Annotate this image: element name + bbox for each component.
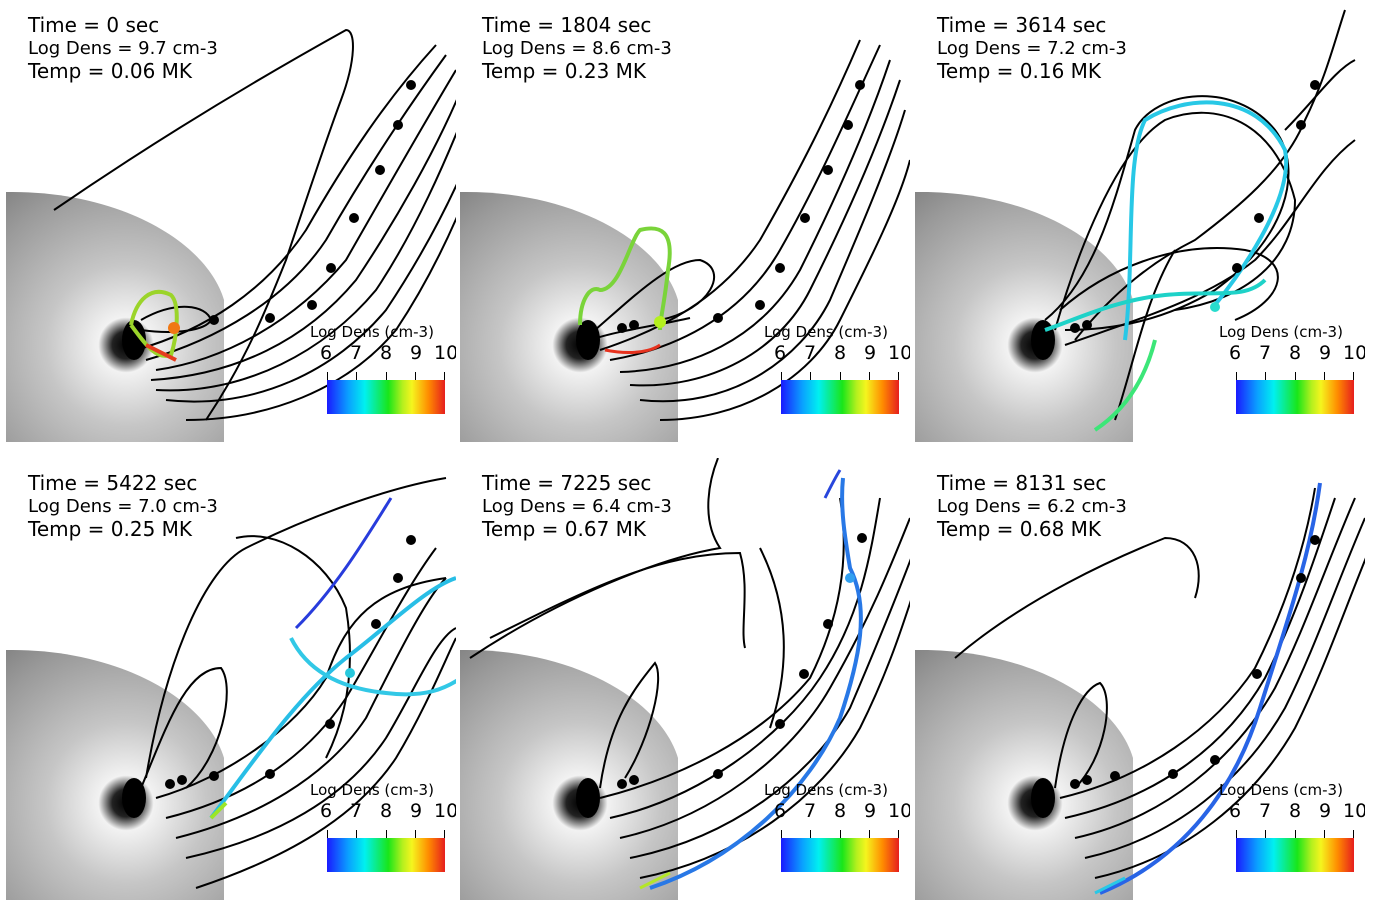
density-label: Log Dens = 7.2 cm-3	[937, 38, 1127, 59]
colorbar-legend: Log Dens (cm-3) 6 7 8 9 10	[1215, 778, 1365, 888]
legend-tick: 6	[1229, 342, 1242, 364]
legend-tick: 8	[834, 342, 847, 364]
legend-title: Log Dens (cm-3)	[764, 781, 888, 799]
panel-info: Time = 7225 sec Log Dens = 6.4 cm-3 Temp…	[482, 472, 672, 541]
colorbar	[781, 838, 899, 872]
legend-tick: 10	[1343, 800, 1365, 822]
colorbar-legend: Log Dens (cm-3) 6 7 8 9 10	[1215, 320, 1365, 430]
legend-tick: 7	[350, 800, 363, 822]
panel-info: Time = 3614 sec Log Dens = 7.2 cm-3 Temp…	[937, 14, 1127, 83]
legend-tick: 6	[320, 800, 333, 822]
legend-tick: 9	[1319, 800, 1332, 822]
time-label: Time = 5422 sec	[28, 471, 198, 495]
temperature-label: Temp = 0.25 MK	[28, 517, 193, 541]
magnetic-field-visualization	[460, 39, 910, 442]
time-label: Time = 3614 sec	[937, 13, 1107, 37]
colorbar-legend: Log Dens (cm-3) 6 7 8 9 10	[306, 778, 456, 888]
legend-tick: 8	[834, 800, 847, 822]
legend-tick: 9	[1319, 342, 1332, 364]
legend-tick: 10	[434, 800, 456, 822]
magnetic-field-visualization	[6, 477, 456, 900]
colorbar	[1236, 838, 1354, 872]
temperature-label: Temp = 0.06 MK	[28, 59, 193, 83]
colorbar-legend: Log Dens (cm-3) 6 7 8 9 10	[760, 320, 910, 430]
colorbar	[1236, 380, 1354, 414]
panel-3: Time = 3614 sec Log Dens = 7.2 cm-3 Temp…	[915, 0, 1365, 442]
magnetic-field-visualization	[915, 9, 1356, 442]
legend-tick: 10	[888, 800, 910, 822]
density-label: Log Dens = 7.0 cm-3	[28, 496, 218, 517]
time-label: Time = 8131 sec	[937, 471, 1107, 495]
legend-tick: 8	[1289, 342, 1302, 364]
panel-info: Time = 5422 sec Log Dens = 7.0 cm-3 Temp…	[28, 472, 218, 541]
density-label: Log Dens = 6.2 cm-3	[937, 496, 1127, 517]
temperature-label: Temp = 0.67 MK	[482, 517, 647, 541]
panel-info: Time = 8131 sec Log Dens = 6.2 cm-3 Temp…	[937, 472, 1127, 541]
temperature-label: Temp = 0.68 MK	[937, 517, 1102, 541]
legend-tick: 10	[888, 342, 910, 364]
panel-1: Time = 0 sec Log Dens = 9.7 cm-3 Temp = …	[6, 0, 456, 442]
field-line-markers	[209, 80, 416, 325]
time-label: Time = 1804 sec	[482, 13, 652, 37]
legend-tick: 10	[1343, 342, 1365, 364]
legend-tick: 7	[804, 800, 817, 822]
legend-title: Log Dens (cm-3)	[764, 323, 888, 341]
legend-tick: 6	[774, 800, 787, 822]
colorbar-legend: Log Dens (cm-3) 6 7 8 9 10	[760, 778, 910, 888]
legend-tick: 7	[1259, 800, 1272, 822]
legend-tick: 6	[320, 342, 333, 364]
legend-title: Log Dens (cm-3)	[310, 781, 434, 799]
magnetic-field-visualization	[460, 458, 910, 900]
legend-tick: 9	[864, 800, 877, 822]
legend-tick: 8	[1289, 800, 1302, 822]
legend-title: Log Dens (cm-3)	[1219, 323, 1343, 341]
magnetic-field-visualization	[6, 28, 456, 442]
colorbar	[781, 380, 899, 414]
magnetic-field-visualization	[915, 482, 1365, 900]
colorbar-legend: Log Dens (cm-3) 6 7 8 9 10	[306, 320, 456, 430]
legend-tick: 9	[864, 342, 877, 364]
density-label: Log Dens = 9.7 cm-3	[28, 38, 218, 59]
panel-6: Time = 8131 sec Log Dens = 6.2 cm-3 Temp…	[915, 458, 1365, 900]
legend-tick: 6	[1229, 800, 1242, 822]
legend-tick: 8	[380, 342, 393, 364]
legend-tick: 9	[410, 342, 423, 364]
panel-4: Time = 5422 sec Log Dens = 7.0 cm-3 Temp…	[6, 458, 456, 900]
colorbar	[327, 380, 445, 414]
temperature-label: Temp = 0.16 MK	[937, 59, 1102, 83]
legend-title: Log Dens (cm-3)	[310, 323, 434, 341]
legend-tick: 7	[1259, 342, 1272, 364]
colorbar	[327, 838, 445, 872]
time-label: Time = 7225 sec	[482, 471, 652, 495]
legend-tick: 8	[380, 800, 393, 822]
panel-info: Time = 0 sec Log Dens = 9.7 cm-3 Temp = …	[28, 14, 218, 83]
time-label: Time = 0 sec	[28, 13, 160, 37]
legend-tick: 7	[350, 342, 363, 364]
panel-2: Time = 1804 sec Log Dens = 8.6 cm-3 Temp…	[460, 0, 910, 442]
temperature-label: Temp = 0.23 MK	[482, 59, 647, 83]
legend-title: Log Dens (cm-3)	[1219, 781, 1343, 799]
density-label: Log Dens = 8.6 cm-3	[482, 38, 672, 59]
density-label: Log Dens = 6.4 cm-3	[482, 496, 672, 517]
legend-tick: 6	[774, 342, 787, 364]
panel-5: Time = 7225 sec Log Dens = 6.4 cm-3 Temp…	[460, 458, 910, 900]
legend-tick: 7	[804, 342, 817, 364]
legend-tick: 10	[434, 342, 456, 364]
legend-tick: 9	[410, 800, 423, 822]
panel-info: Time = 1804 sec Log Dens = 8.6 cm-3 Temp…	[482, 14, 672, 83]
